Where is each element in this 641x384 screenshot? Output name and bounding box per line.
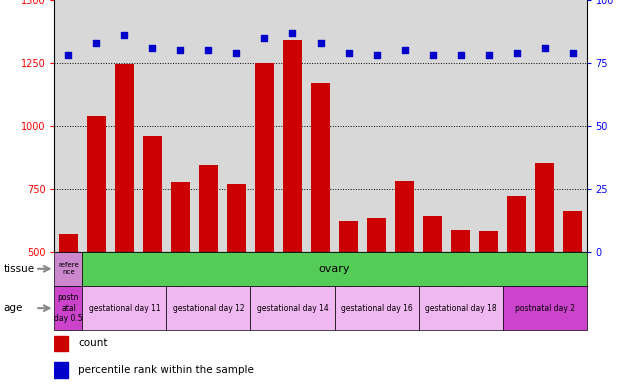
Point — [399, 47, 410, 53]
Point — [176, 47, 186, 53]
Text: refere
nce: refere nce — [58, 262, 79, 275]
Point — [344, 50, 354, 56]
Bar — [422, 216, 442, 252]
Bar — [507, 196, 526, 252]
Point — [119, 32, 129, 38]
Bar — [115, 64, 134, 252]
Text: gestational day 11: gestational day 11 — [88, 304, 160, 313]
Bar — [171, 182, 190, 252]
Point — [260, 35, 270, 41]
Bar — [395, 181, 414, 252]
Bar — [338, 221, 358, 252]
Point — [287, 30, 297, 36]
Point — [371, 52, 381, 58]
Bar — [419, 286, 503, 330]
Text: gestational day 14: gestational day 14 — [256, 304, 328, 313]
Bar — [451, 230, 470, 252]
Text: age: age — [3, 303, 22, 313]
Point — [455, 52, 465, 58]
Bar — [54, 362, 68, 377]
Point — [428, 52, 438, 58]
Point — [512, 50, 522, 56]
Point — [483, 52, 494, 58]
Bar — [143, 136, 162, 252]
Point — [539, 45, 549, 51]
Text: gestational day 18: gestational day 18 — [425, 304, 496, 313]
Bar — [335, 286, 419, 330]
Bar — [254, 63, 274, 252]
Point — [63, 52, 74, 58]
Bar — [54, 286, 83, 330]
Bar — [54, 252, 83, 286]
Text: postnatal day 2: postnatal day 2 — [515, 304, 574, 313]
Bar — [311, 83, 330, 252]
Bar — [503, 286, 587, 330]
Bar — [59, 234, 78, 252]
Text: tissue: tissue — [3, 264, 35, 274]
Bar — [367, 218, 387, 252]
Bar — [87, 116, 106, 252]
Text: ovary: ovary — [319, 264, 350, 274]
Text: count: count — [78, 338, 108, 348]
Point — [203, 47, 213, 53]
Point — [92, 40, 102, 46]
Text: gestational day 12: gestational day 12 — [172, 304, 244, 313]
Bar — [251, 286, 335, 330]
Bar — [563, 211, 582, 252]
Bar — [227, 184, 246, 252]
Text: percentile rank within the sample: percentile rank within the sample — [78, 365, 254, 375]
Point — [147, 45, 158, 51]
Point — [567, 50, 578, 56]
Point — [315, 40, 326, 46]
Bar — [83, 286, 167, 330]
Bar — [167, 286, 251, 330]
Text: postn
atal
day 0.5: postn atal day 0.5 — [54, 293, 83, 323]
Bar — [283, 40, 303, 252]
Point — [231, 50, 242, 56]
Bar — [199, 165, 219, 252]
Text: gestational day 16: gestational day 16 — [340, 304, 412, 313]
Bar — [535, 164, 554, 252]
Bar — [479, 232, 498, 252]
Bar — [54, 336, 68, 351]
